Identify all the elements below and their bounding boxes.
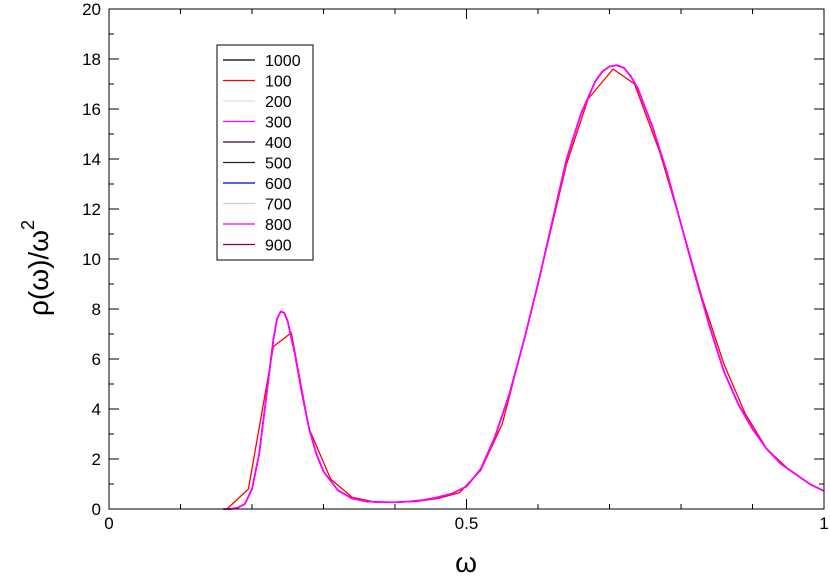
y-tick-label: 0	[92, 500, 101, 519]
legend-label-900: 900	[265, 238, 292, 255]
series-line-100	[226, 68, 825, 510]
legend-label-100: 100	[265, 74, 292, 91]
x-axis-label: ω	[455, 547, 477, 578]
legend: 1000 100 200 300 400 500 600 700 800 900	[216, 44, 314, 261]
y-tick-label: 14	[82, 150, 101, 169]
legend-label-300: 300	[265, 115, 292, 132]
y-tick-label: 20	[82, 0, 101, 19]
legend-label-1000: 1000	[265, 53, 301, 70]
legend-label-600: 600	[265, 176, 292, 193]
series-curves	[223, 64, 825, 510]
y-axis-label-main: ρ(ω)/ω	[23, 230, 54, 316]
y-tick-label: 16	[82, 100, 101, 119]
legend-label-200: 200	[265, 94, 292, 111]
y-tick-label: 8	[92, 300, 101, 319]
y-tick-label: 10	[82, 250, 101, 269]
x-tick-label: 0	[104, 514, 113, 533]
x-tick-label: 1	[819, 514, 828, 533]
legend-label-500: 500	[265, 156, 292, 173]
y-tick-label: 2	[92, 450, 101, 469]
y-tick-label: 12	[82, 200, 101, 219]
y-tick-label: 6	[92, 350, 101, 369]
y-tick-label: 18	[82, 50, 101, 69]
y-axis-label-group: ρ(ω)/ω2	[18, 220, 54, 316]
y-tick-label: 4	[92, 400, 101, 419]
y-axis-label-superscript: 2	[18, 220, 38, 230]
series-line-300	[223, 64, 825, 510]
x-tick-label: 0.5	[455, 514, 479, 533]
legend-label-700: 700	[265, 197, 292, 214]
legend-label-800: 800	[265, 217, 292, 234]
plot-frame	[108, 8, 825, 510]
legend-label-400: 400	[265, 135, 292, 152]
y-axis-label: ρ(ω)/ω2	[18, 220, 54, 316]
